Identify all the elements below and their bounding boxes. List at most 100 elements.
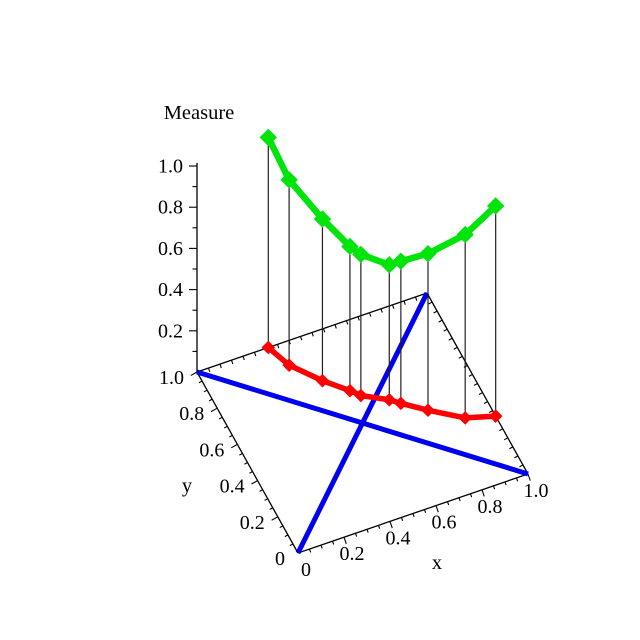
minor-tick <box>414 296 418 301</box>
green-measure-series-marker <box>456 225 474 244</box>
minor-tick <box>219 363 222 369</box>
minor-tick <box>366 529 369 533</box>
x-axis: 0 0.2 0.4 0.6 0.8 1.0 x <box>297 473 549 581</box>
minor-tick <box>473 383 478 386</box>
red-projection-series-marker <box>282 358 296 372</box>
minor-tick <box>469 493 473 498</box>
minor-tick <box>322 328 326 333</box>
z-tick-label: 0.4 <box>158 279 183 301</box>
minor-tick <box>218 416 223 420</box>
minor-tick <box>488 410 493 414</box>
minor-tick <box>519 464 524 468</box>
minor-tick <box>249 471 253 474</box>
minor-tick <box>391 304 395 309</box>
red-projection-series-marker <box>261 340 276 355</box>
minor-tick <box>320 544 323 549</box>
minor-tick <box>242 356 245 361</box>
green-measure-series-marker <box>341 237 359 256</box>
minor-tick <box>468 373 473 377</box>
minor-tick <box>311 332 314 337</box>
red-projection-series-marker <box>488 409 503 423</box>
minor-tick <box>368 312 372 317</box>
minor-tick <box>203 389 208 393</box>
minor-tick <box>438 319 443 323</box>
minor-tick <box>504 437 509 441</box>
minor-tick <box>423 509 427 514</box>
x-axis-title: x <box>432 552 442 574</box>
minor-tick <box>412 513 415 517</box>
red-projection-series-marker <box>382 392 397 407</box>
minor-tick <box>377 525 381 529</box>
minor-tick <box>308 548 312 553</box>
y-tick-label: 1.0 <box>159 367 184 389</box>
minor-tick <box>208 398 213 402</box>
red-projection-series-marker <box>343 383 357 398</box>
z-tick-label: 0.8 <box>158 197 183 219</box>
y-axis: 0 0.2 0.4 0.6 0.8 1.0 y <box>159 367 299 570</box>
minor-tick <box>284 534 289 538</box>
y-tick-label: 0 <box>275 548 285 570</box>
minor-tick <box>433 310 438 314</box>
minor-tick <box>509 446 514 450</box>
z-axis-title: Measure <box>164 102 235 124</box>
red-projection-series <box>261 340 503 425</box>
x-tick-label: 0.8 <box>478 496 503 518</box>
red-projection-series-marker <box>421 403 435 418</box>
minor-tick <box>400 517 404 521</box>
major-tick <box>481 489 485 497</box>
minor-tick <box>504 481 507 486</box>
red-projection-series-marker <box>458 411 472 425</box>
minor-tick <box>443 328 448 332</box>
minor-tick <box>279 525 284 529</box>
green-measure-series-marker <box>259 128 277 147</box>
minor-tick <box>259 489 263 492</box>
major-tick <box>251 480 258 485</box>
z-tick-label: 1.0 <box>158 156 183 178</box>
minor-tick <box>357 316 360 321</box>
y-tick-label: 0.8 <box>179 403 204 425</box>
drop-lines <box>267 137 497 418</box>
minor-tick <box>331 540 335 545</box>
x-tick-label: 0.2 <box>340 543 365 565</box>
z-tick-label: 0.2 <box>158 320 183 342</box>
red-projection-series-marker <box>315 373 330 388</box>
minor-tick <box>198 380 203 384</box>
y-axis-title: y <box>182 475 193 497</box>
minor-tick <box>380 308 383 313</box>
major-tick <box>527 473 531 481</box>
major-tick <box>343 537 347 545</box>
green-measure-series-marker <box>419 244 437 263</box>
minor-tick <box>269 507 274 510</box>
minor-tick <box>345 320 349 325</box>
minor-tick <box>354 533 358 537</box>
red-projection-series-marker <box>354 388 368 403</box>
minor-tick <box>299 336 303 341</box>
minor-tick <box>458 355 463 359</box>
minor-tick <box>230 359 234 365</box>
major-tick <box>271 516 279 521</box>
diagonal-line <box>196 369 529 477</box>
green-measure-series <box>259 128 505 274</box>
minor-tick <box>483 401 488 405</box>
green-measure-series-marker <box>352 245 370 264</box>
z-axis: 0.2 0.4 0.6 0.8 1.0 Measure <box>158 102 234 372</box>
minor-tick <box>289 543 294 547</box>
minor-tick <box>239 452 243 456</box>
green-measure-series-marker <box>280 171 298 189</box>
minor-tick <box>478 392 483 395</box>
x-tick-label: 1.0 <box>524 480 549 502</box>
base-diagonals <box>196 291 529 555</box>
major-tick <box>230 443 238 449</box>
red-projection-series-line <box>265 344 499 421</box>
minor-tick <box>253 352 257 357</box>
minor-tick <box>492 485 496 490</box>
z-tick-label: 0.6 <box>158 238 183 260</box>
minor-tick <box>403 300 406 305</box>
minor-tick <box>498 428 504 432</box>
minor-tick <box>515 477 519 482</box>
major-tick <box>435 505 439 513</box>
x-tick-label: 0.6 <box>432 512 457 534</box>
minor-tick <box>453 346 458 350</box>
x-tick-label: 0.4 <box>386 527 411 549</box>
